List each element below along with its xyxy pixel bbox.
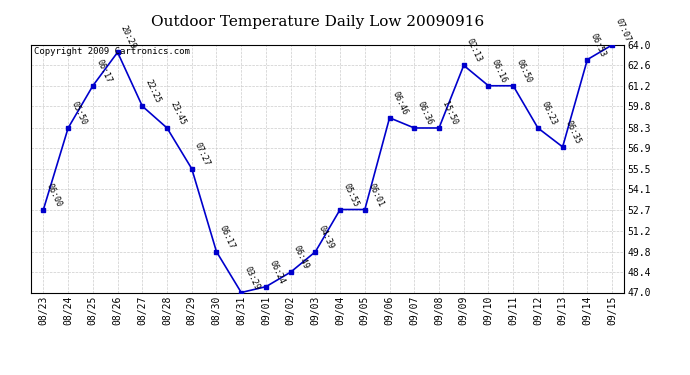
Text: 06:17: 06:17 <box>218 224 237 251</box>
Text: 22:25: 22:25 <box>144 78 162 105</box>
Text: 06:01: 06:01 <box>366 182 385 208</box>
Text: Outdoor Temperature Daily Low 20090916: Outdoor Temperature Daily Low 20090916 <box>151 15 484 29</box>
Text: 06:24: 06:24 <box>267 259 286 285</box>
Text: 03:29: 03:29 <box>243 265 262 291</box>
Text: 23:45: 23:45 <box>168 100 187 127</box>
Text: 06:35: 06:35 <box>564 119 583 146</box>
Text: 06:00: 06:00 <box>45 182 63 208</box>
Text: 07:27: 07:27 <box>193 141 212 167</box>
Text: 06:53: 06:53 <box>589 32 607 58</box>
Text: 06:17: 06:17 <box>95 58 113 84</box>
Text: 06:49: 06:49 <box>292 244 310 271</box>
Text: 20:29: 20:29 <box>119 24 138 51</box>
Text: 04:39: 04:39 <box>317 224 335 251</box>
Text: 06:50: 06:50 <box>515 58 533 84</box>
Text: 05:50: 05:50 <box>70 100 88 127</box>
Text: 02:13: 02:13 <box>465 38 484 64</box>
Text: 07:07: 07:07 <box>613 17 632 44</box>
Text: 05:55: 05:55 <box>342 182 360 208</box>
Text: 06:46: 06:46 <box>391 90 410 116</box>
Text: 06:16: 06:16 <box>490 58 509 84</box>
Text: 06:23: 06:23 <box>540 100 558 127</box>
Text: 15:50: 15:50 <box>440 100 459 127</box>
Text: Copyright 2009 Cartronics.com: Copyright 2009 Cartronics.com <box>34 48 190 57</box>
Text: 06:36: 06:36 <box>415 100 435 127</box>
